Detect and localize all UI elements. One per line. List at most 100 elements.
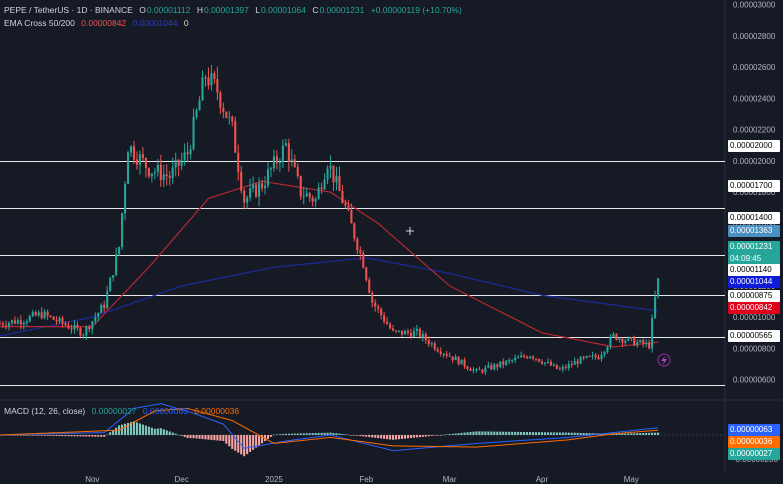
candle-body	[600, 354, 603, 360]
candle-body	[204, 77, 207, 79]
macd-histogram-bar	[487, 431, 490, 435]
tag-level-1700: 0.00001700	[728, 180, 780, 192]
candle-body	[421, 333, 424, 338]
macd-histogram-bar	[112, 429, 115, 435]
candle-body	[561, 366, 564, 370]
macd-histogram-bar	[424, 435, 427, 437]
macd-histogram-bar	[365, 435, 368, 437]
candle-body	[395, 330, 398, 332]
candle-body	[609, 336, 612, 348]
macd-histogram-bar	[246, 435, 249, 455]
macd-legend[interactable]: MACD (12, 26, close) 0.00000027 0.000000…	[4, 406, 243, 417]
macd-histogram-bar	[573, 432, 576, 435]
macd-histogram-bar	[19, 435, 22, 436]
candle-body	[317, 187, 320, 199]
tag-level-1140: 0.00001140	[728, 264, 780, 276]
ema-extra-value: 0	[183, 18, 189, 28]
macd-histogram-bar	[511, 431, 514, 435]
change-value: +0.00000119 (+10.70%)	[370, 5, 462, 15]
lightning-icon[interactable]	[657, 353, 671, 367]
macd-histogram-bar	[633, 433, 636, 435]
candle-body	[91, 321, 94, 330]
macd-histogram-bar	[46, 435, 49, 436]
tag-ema50: 0.00000842	[728, 302, 780, 314]
macd-histogram-bar	[368, 435, 371, 438]
macd-histogram-bar	[466, 432, 469, 435]
candle-body	[636, 342, 639, 346]
candle-body	[141, 154, 144, 159]
macd-histogram-bar	[266, 435, 270, 439]
candle-body	[359, 250, 362, 253]
macd-histogram-bar	[272, 434, 275, 436]
macd-histogram-bar	[618, 433, 621, 435]
macd-histogram-bar	[141, 424, 144, 435]
candle-body	[460, 359, 463, 365]
candle-body	[415, 328, 418, 332]
macd-histogram-bar	[380, 435, 383, 439]
candle-body	[0, 323, 2, 325]
candle-body	[451, 356, 454, 361]
candle-body	[579, 356, 582, 364]
candle-body	[255, 184, 258, 197]
candle-body	[645, 342, 648, 344]
candle-body	[284, 143, 287, 146]
macd-histogram-bar	[374, 435, 377, 438]
candle-body	[61, 317, 64, 324]
candle-body	[654, 296, 657, 318]
candle-body	[383, 315, 386, 322]
macd-histogram-bar	[645, 432, 648, 435]
candle-body	[537, 358, 541, 362]
price-tick-label: 0.00002600	[733, 63, 776, 72]
macd-histogram-bar	[67, 435, 70, 437]
candle-body	[189, 149, 192, 155]
macd-histogram-bar	[347, 434, 350, 436]
macd-histogram-bar	[293, 433, 296, 435]
macd-histogram-bar	[502, 431, 505, 435]
candle-body	[490, 365, 493, 370]
ema50-line	[0, 180, 659, 348]
macd-histogram-bar	[249, 435, 252, 452]
candle-body	[109, 277, 112, 292]
macd-histogram-bar	[344, 434, 347, 435]
candle-body	[37, 312, 40, 316]
candle-body	[112, 275, 115, 278]
candle-body	[585, 356, 588, 358]
candle-body	[121, 213, 124, 247]
macd-histogram-bar	[237, 435, 240, 453]
close-label: C	[312, 5, 319, 15]
macd-histogram-bar	[91, 435, 94, 437]
macd-histogram-bar	[433, 435, 436, 436]
candle-body	[439, 351, 442, 354]
macd-histogram-bar	[70, 435, 73, 437]
tag-histogram: 0.00000027	[728, 448, 780, 460]
candle-body	[147, 168, 150, 177]
candle-body	[374, 302, 377, 307]
candle-body	[293, 159, 296, 167]
macd-histogram-bar	[478, 431, 481, 435]
candle-body	[305, 193, 308, 197]
macd-histogram-bar	[88, 435, 91, 437]
candle-body	[505, 360, 508, 365]
candle-body	[320, 187, 323, 190]
candle-body	[514, 357, 517, 361]
macd-histogram-bar	[195, 435, 198, 439]
candle-body	[570, 363, 573, 365]
macd-histogram-bar	[58, 435, 61, 437]
ema-legend[interactable]: EMA Cross 50/200 0.00000842 0.00001044 0	[4, 18, 193, 29]
candle-body	[207, 77, 210, 86]
macd-histogram-bar	[454, 433, 457, 435]
macd-histogram-bar	[34, 435, 37, 436]
symbol-title[interactable]: PEPE / TetherUS · 1D · BINANCE	[4, 5, 133, 15]
candle-body	[338, 175, 341, 192]
macd-histogram-bar	[439, 435, 442, 436]
macd-histogram-bar	[326, 432, 329, 435]
candle-body	[362, 252, 365, 268]
candle-body	[213, 73, 216, 80]
macd-histogram-bar	[397, 435, 401, 440]
candle-body	[10, 320, 13, 323]
candle-body	[222, 107, 225, 112]
macd-histogram-bar	[219, 435, 222, 441]
candle-body	[64, 323, 67, 326]
macd-histogram-bar	[55, 435, 58, 436]
